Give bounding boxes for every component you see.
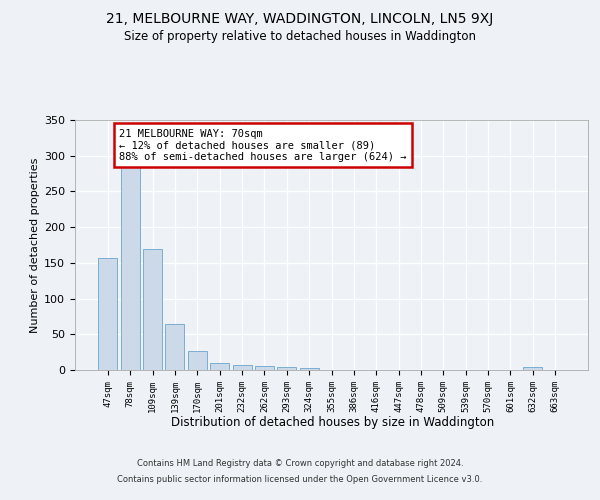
Bar [277,367,296,370]
Bar [523,367,542,370]
Text: 21, MELBOURNE WAY, WADDINGTON, LINCOLN, LN5 9XJ: 21, MELBOURNE WAY, WADDINGTON, LINCOLN, … [106,12,494,26]
Y-axis label: Number of detached properties: Number of detached properties [30,158,40,332]
Text: Distribution of detached houses by size in Waddington: Distribution of detached houses by size … [172,416,494,429]
Text: Contains public sector information licensed under the Open Government Licence v3: Contains public sector information licen… [118,474,482,484]
Bar [255,366,274,370]
Bar [166,324,184,370]
Text: 21 MELBOURNE WAY: 70sqm
← 12% of detached houses are smaller (89)
88% of semi-de: 21 MELBOURNE WAY: 70sqm ← 12% of detache… [119,128,407,162]
Bar [299,368,319,370]
Bar [121,166,140,370]
Text: Contains HM Land Registry data © Crown copyright and database right 2024.: Contains HM Land Registry data © Crown c… [137,460,463,468]
Bar [98,258,118,370]
Bar [210,363,229,370]
Bar [188,352,207,370]
Bar [143,248,162,370]
Text: Size of property relative to detached houses in Waddington: Size of property relative to detached ho… [124,30,476,43]
Bar [233,365,251,370]
